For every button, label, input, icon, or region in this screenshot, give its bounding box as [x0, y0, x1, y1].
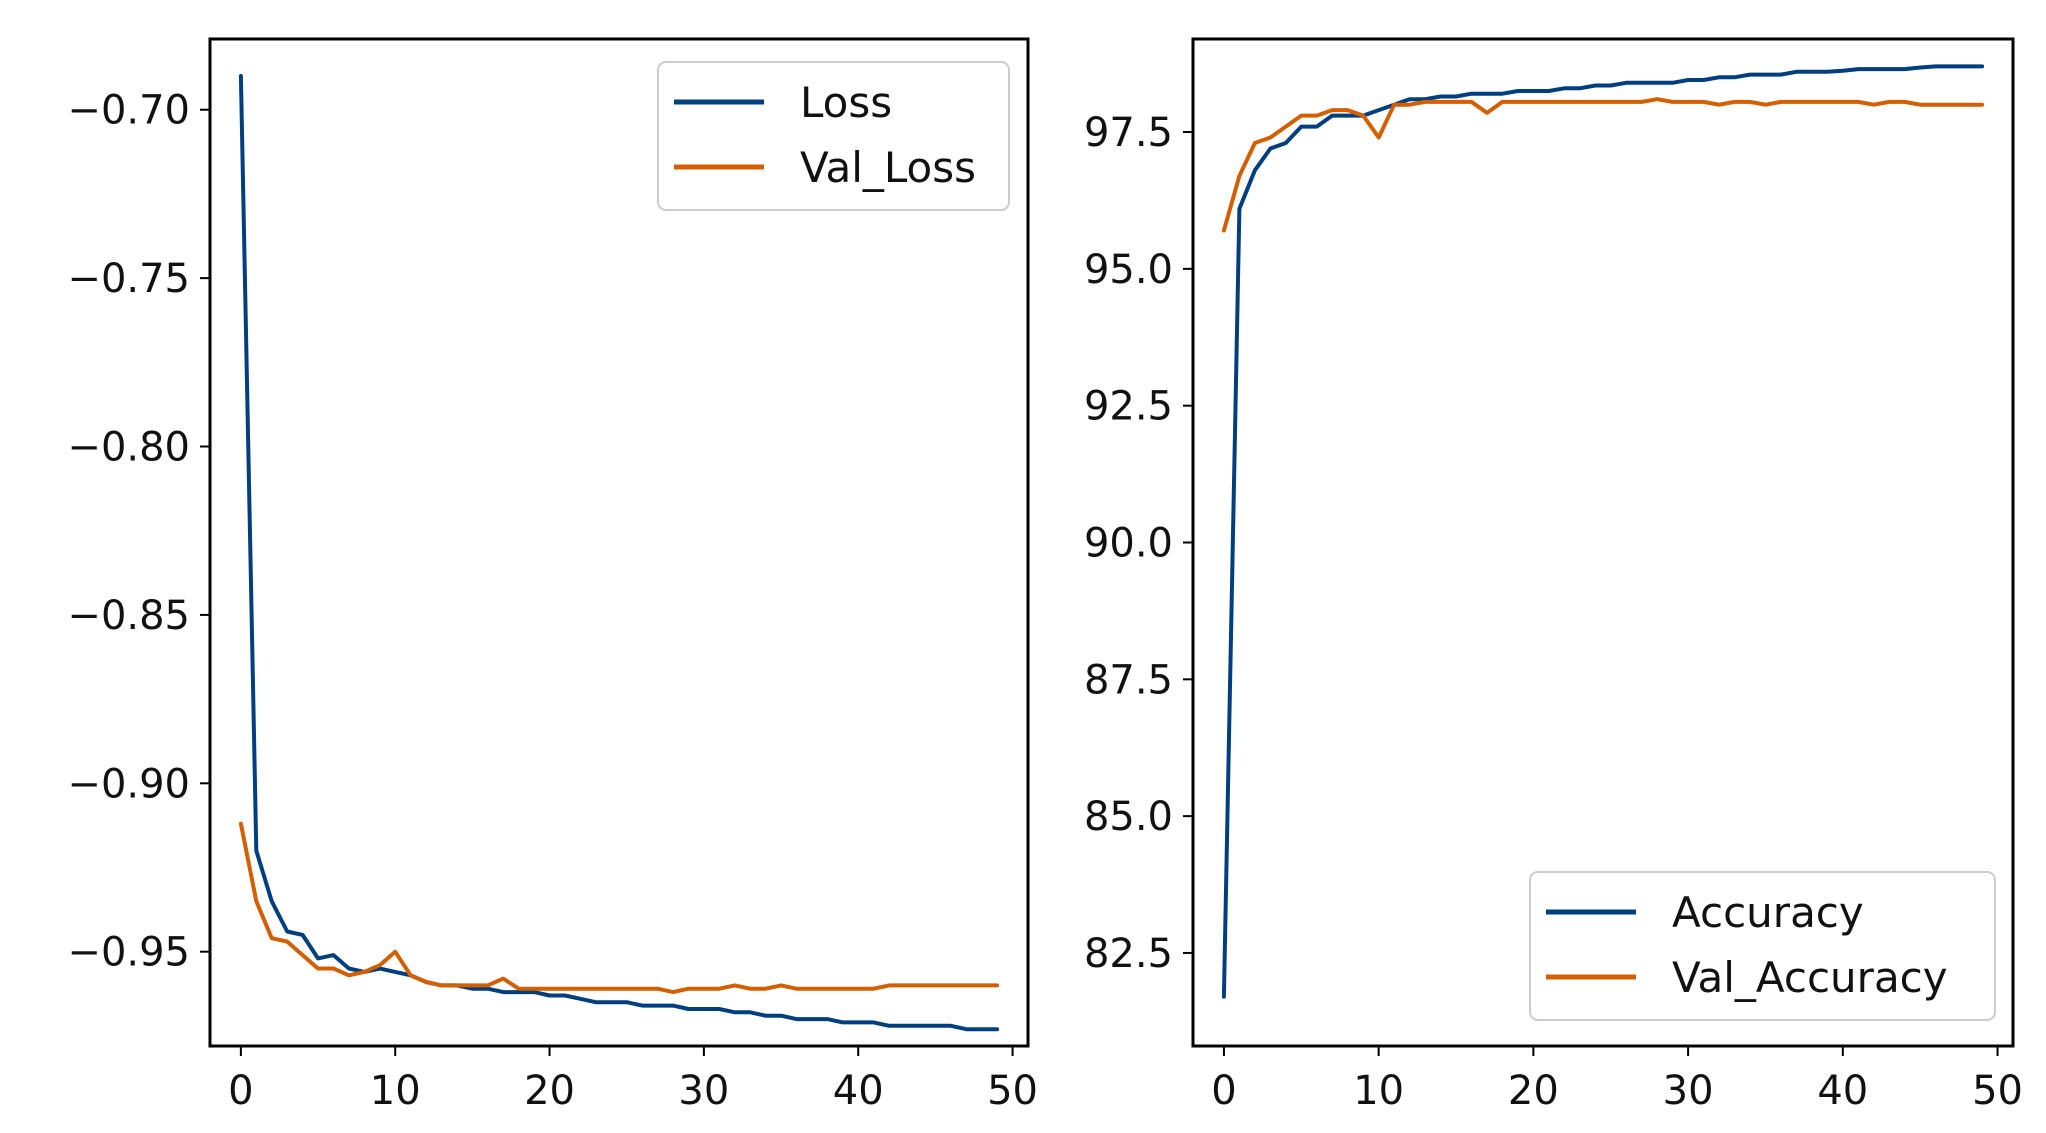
accuracy-y-tick-label-2: 87.5: [1084, 657, 1173, 703]
accuracy-legend: Accuracy Val_Accuracy: [1529, 871, 1996, 1021]
loss-plot-frame: [208, 37, 1030, 1048]
loss-y-tick-label-0: −0.70: [67, 88, 190, 134]
accuracy-x-tick-label-30: 30: [1663, 1068, 1714, 1114]
accuracy-x-tick-label-50: 50: [1972, 1068, 2023, 1114]
loss-x-tick-label-20: 20: [524, 1068, 575, 1114]
loss-legend-box: [657, 61, 1010, 211]
accuracy-y-tick-label-5: 95.0: [1084, 247, 1173, 293]
accuracy-y-tick-label-6: 97.5: [1084, 110, 1173, 156]
accuracy-y-tick-label-3: 90.0: [1084, 521, 1173, 567]
accuracy-y-tick-label-0: 82.5: [1084, 931, 1173, 977]
accuracy-y-tick-label-4: 92.5: [1084, 384, 1173, 430]
loss-x-tick-label-10: 10: [370, 1068, 421, 1114]
accuracy-series-layer: [1221, 64, 1985, 999]
series-line-val-loss: [238, 821, 1000, 995]
loss-y-tick-label-1: −0.75: [67, 256, 190, 302]
loss-legend: Loss Val_Loss: [657, 61, 1010, 211]
accuracy-axes: 0 10 20 30 40 50 82.5 85.0 87.5 90.0 92.5 95.0 97.5: [1084, 110, 2023, 1114]
accuracy-y-tick-label-1: 85.0: [1084, 794, 1173, 840]
loss-y-tick-label-2: −0.80: [67, 425, 190, 471]
accuracy-chart: 0 10 20 30 40 5082.585.087.590.092.595.097.5 …: [1084, 37, 2023, 1114]
loss-chart: 0 10 20 30 40 50 −0.70 −0.75 −0.80 −0.85 −0.90 −0.9…: [67, 37, 1038, 1114]
legend-label-accuracy: Accuracy: [1672, 888, 1864, 937]
accuracy-legend-box: [1529, 871, 1996, 1021]
accuracy-x-tick-label-0: 0: [1211, 1068, 1236, 1114]
loss-axes: 0 10 20 30 40 50 −0.70 −0.75 −0.80 −0.85 −0.90 −0.9…: [67, 88, 1038, 1114]
loss-x-tick-label-50: 50: [987, 1068, 1038, 1114]
series-line-val-accuracy: [1221, 97, 1985, 233]
loss-y-tick-label-5: −0.95: [67, 930, 190, 976]
loss-x-tick-label-30: 30: [678, 1068, 729, 1114]
loss-x-tick-label-0: 0: [228, 1068, 253, 1114]
series-line-accuracy: [1221, 64, 1985, 999]
legend-label-val-accuracy: Val_Accuracy: [1672, 953, 1948, 1002]
accuracy-x-tick-label-20: 20: [1508, 1068, 1559, 1114]
legend-label-val-loss: Val_Loss: [800, 143, 976, 192]
loss-series-layer: [238, 74, 1000, 1032]
legend-label-loss: Loss: [800, 78, 892, 127]
accuracy-x-tick-label-40: 40: [1817, 1068, 1868, 1114]
loss-y-tick-label-3: −0.85: [67, 593, 190, 639]
loss-x-tick-label-40: 40: [833, 1068, 884, 1114]
accuracy-x-tick-label-10: 10: [1353, 1068, 1404, 1114]
loss-y-tick-label-4: −0.90: [67, 761, 190, 807]
